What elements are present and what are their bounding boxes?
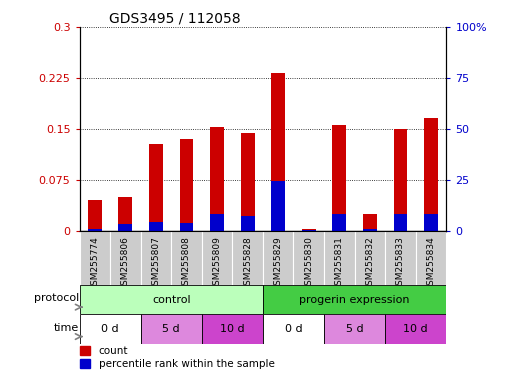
Bar	[271, 181, 285, 231]
Text: 5 d: 5 d	[163, 324, 180, 334]
Text: GSM255808: GSM255808	[182, 236, 191, 291]
Bar	[241, 133, 254, 231]
Text: protocol: protocol	[34, 293, 79, 303]
Text: GSM255807: GSM255807	[151, 236, 161, 291]
Bar	[180, 223, 193, 231]
Bar	[271, 73, 285, 231]
Bar	[363, 214, 377, 231]
Bar	[416, 231, 446, 285]
Bar	[141, 314, 202, 344]
Bar	[119, 224, 132, 231]
Legend: count, percentile rank within the sample: count, percentile rank within the sample	[76, 342, 279, 374]
Text: GSM255806: GSM255806	[121, 236, 130, 291]
Bar	[241, 216, 254, 231]
Bar	[332, 214, 346, 231]
Bar	[210, 214, 224, 231]
Bar	[119, 197, 132, 231]
Bar	[88, 200, 102, 231]
Text: 0 d: 0 d	[101, 324, 119, 334]
Bar	[88, 228, 102, 231]
Bar	[202, 314, 263, 344]
Text: GSM255829: GSM255829	[274, 236, 283, 291]
Bar	[80, 285, 263, 314]
Text: GSM255832: GSM255832	[365, 236, 374, 291]
Bar	[210, 127, 224, 231]
Bar	[263, 231, 293, 285]
Bar	[363, 228, 377, 231]
Bar	[80, 231, 110, 285]
Bar	[332, 125, 346, 231]
Bar	[324, 314, 385, 344]
Bar	[293, 231, 324, 285]
Text: GSM255831: GSM255831	[335, 236, 344, 291]
Text: GSM255809: GSM255809	[212, 236, 222, 291]
Bar	[141, 231, 171, 285]
Text: GSM255774: GSM255774	[90, 236, 100, 291]
Bar	[80, 314, 141, 344]
Bar	[202, 231, 232, 285]
Text: control: control	[152, 295, 190, 305]
Bar	[149, 144, 163, 231]
Bar	[393, 214, 407, 231]
Bar	[385, 314, 446, 344]
Bar	[393, 129, 407, 231]
Text: 10 d: 10 d	[220, 324, 245, 334]
Bar	[302, 229, 315, 231]
Bar	[149, 222, 163, 231]
Text: GSM255833: GSM255833	[396, 236, 405, 291]
Text: 0 d: 0 d	[285, 324, 302, 334]
Text: GSM255830: GSM255830	[304, 236, 313, 291]
Bar	[263, 314, 324, 344]
Text: GDS3495 / 112058: GDS3495 / 112058	[109, 12, 241, 26]
Bar	[180, 139, 193, 231]
Text: 10 d: 10 d	[403, 324, 428, 334]
Text: GSM255828: GSM255828	[243, 236, 252, 291]
Bar	[324, 231, 354, 285]
Bar	[424, 214, 438, 231]
Bar	[263, 285, 446, 314]
Text: progerin expression: progerin expression	[300, 295, 410, 305]
Bar	[110, 231, 141, 285]
Text: GSM255834: GSM255834	[426, 236, 436, 291]
Bar	[171, 231, 202, 285]
Bar	[302, 230, 315, 231]
Bar	[354, 231, 385, 285]
Text: 5 d: 5 d	[346, 324, 363, 334]
Bar	[424, 118, 438, 231]
Text: time: time	[54, 323, 79, 333]
Bar	[232, 231, 263, 285]
Bar	[385, 231, 416, 285]
